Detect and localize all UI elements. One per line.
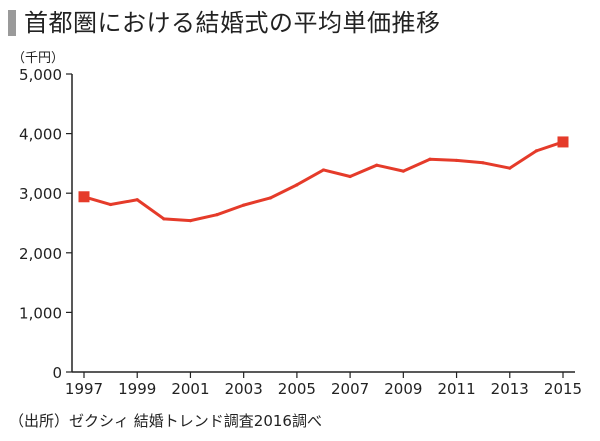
end-marker bbox=[557, 136, 569, 148]
axes-group bbox=[71, 74, 575, 373]
y-ticks-group: 0 1,000 2,000 3,000 4,000 5,000 bbox=[19, 66, 72, 382]
chart-title: 首都圏における結婚式の平均単価推移 bbox=[24, 9, 441, 37]
x-tick-label: 1997 bbox=[65, 380, 103, 398]
title-accent-bar bbox=[8, 10, 16, 36]
data-point bbox=[268, 196, 272, 200]
x-tick-label: 2009 bbox=[384, 380, 422, 398]
x-tick-label: 2005 bbox=[278, 380, 316, 398]
data-point bbox=[295, 183, 299, 187]
data-point bbox=[321, 168, 326, 172]
data-point bbox=[454, 158, 459, 163]
x-tick-label: 2001 bbox=[171, 380, 209, 398]
data-point bbox=[135, 198, 139, 202]
y-tick-label: 5,000 bbox=[19, 66, 62, 84]
x-ticks-group: 1997 1999 2001 2003 2005 2007 2009 2011 2013 2015 bbox=[65, 372, 582, 398]
y-tick-label: 4,000 bbox=[19, 126, 62, 144]
x-tick-label: 2015 bbox=[544, 380, 582, 398]
data-point bbox=[534, 149, 538, 153]
y-tick-label: 0 bbox=[52, 364, 62, 382]
chart-title-wrap: 首都圏における結婚式の平均単価推移 bbox=[8, 8, 441, 38]
series-line bbox=[82, 140, 565, 223]
y-tick-label: 1,000 bbox=[19, 304, 62, 322]
data-point bbox=[401, 169, 405, 173]
data-point bbox=[508, 166, 512, 170]
x-tick-label: 2007 bbox=[331, 380, 369, 398]
y-tick-label: 3,000 bbox=[19, 185, 62, 203]
y-tick-label: 2,000 bbox=[19, 245, 62, 263]
data-point bbox=[188, 219, 193, 223]
data-point bbox=[215, 213, 219, 217]
x-tick-label: 1999 bbox=[118, 380, 156, 398]
data-point bbox=[109, 202, 113, 207]
data-point bbox=[428, 157, 432, 161]
data-point bbox=[348, 174, 352, 179]
source-note: （出所）ゼクシィ 結婚トレンド調査2016調べ bbox=[9, 412, 322, 430]
start-marker bbox=[78, 191, 90, 203]
data-point bbox=[162, 217, 166, 221]
data-point bbox=[242, 203, 246, 207]
y-unit-label: （千円） bbox=[12, 51, 64, 66]
data-point bbox=[481, 161, 485, 165]
series-group bbox=[78, 136, 569, 223]
x-tick-label: 2013 bbox=[491, 380, 529, 398]
x-tick-label: 2003 bbox=[225, 380, 263, 398]
data-point bbox=[375, 163, 379, 167]
x-tick-label: 2011 bbox=[437, 380, 475, 398]
